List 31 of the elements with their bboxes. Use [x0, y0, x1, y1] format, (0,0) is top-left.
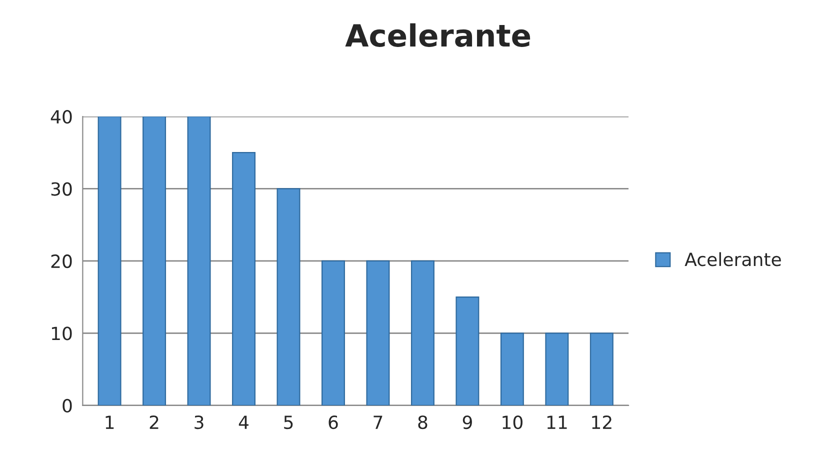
- x-tick-label: 5: [284, 416, 293, 430]
- bar: [187, 116, 211, 406]
- x-tick-label: 3: [194, 415, 204, 430]
- chart-title: Acelerante: [345, 23, 530, 47]
- x-tick-label: 6: [328, 415, 338, 430]
- y-tick-label: 0: [62, 398, 72, 413]
- x-tick-label: 2: [150, 415, 158, 429]
- x-tick-label: 12: [592, 415, 612, 429]
- y-tick-label: 10: [52, 326, 72, 340]
- bar: [276, 188, 300, 406]
- x-tick-label: 8: [418, 415, 428, 430]
- legend-label: Acelerante: [684, 252, 781, 266]
- x-tick-label: 10: [502, 415, 522, 430]
- bar: [456, 296, 480, 406]
- bar: [98, 116, 122, 406]
- y-tick-label: 30: [51, 182, 72, 196]
- bar: [366, 260, 390, 406]
- bar: [545, 332, 569, 406]
- bar: [410, 260, 434, 406]
- bar: [232, 152, 256, 406]
- x-tick-label: 11: [547, 416, 567, 429]
- y-tick-label: 20: [51, 254, 72, 268]
- x-tick-label: 7: [374, 416, 382, 429]
- y-tick-label: 40: [50, 110, 72, 124]
- x-tick-label: 4: [238, 416, 248, 429]
- x-tick-label: 9: [462, 415, 472, 430]
- bar: [500, 332, 524, 406]
- x-tick-label: 1: [106, 416, 114, 429]
- bar: [590, 332, 614, 406]
- bar: [322, 260, 345, 406]
- bar: [142, 116, 166, 406]
